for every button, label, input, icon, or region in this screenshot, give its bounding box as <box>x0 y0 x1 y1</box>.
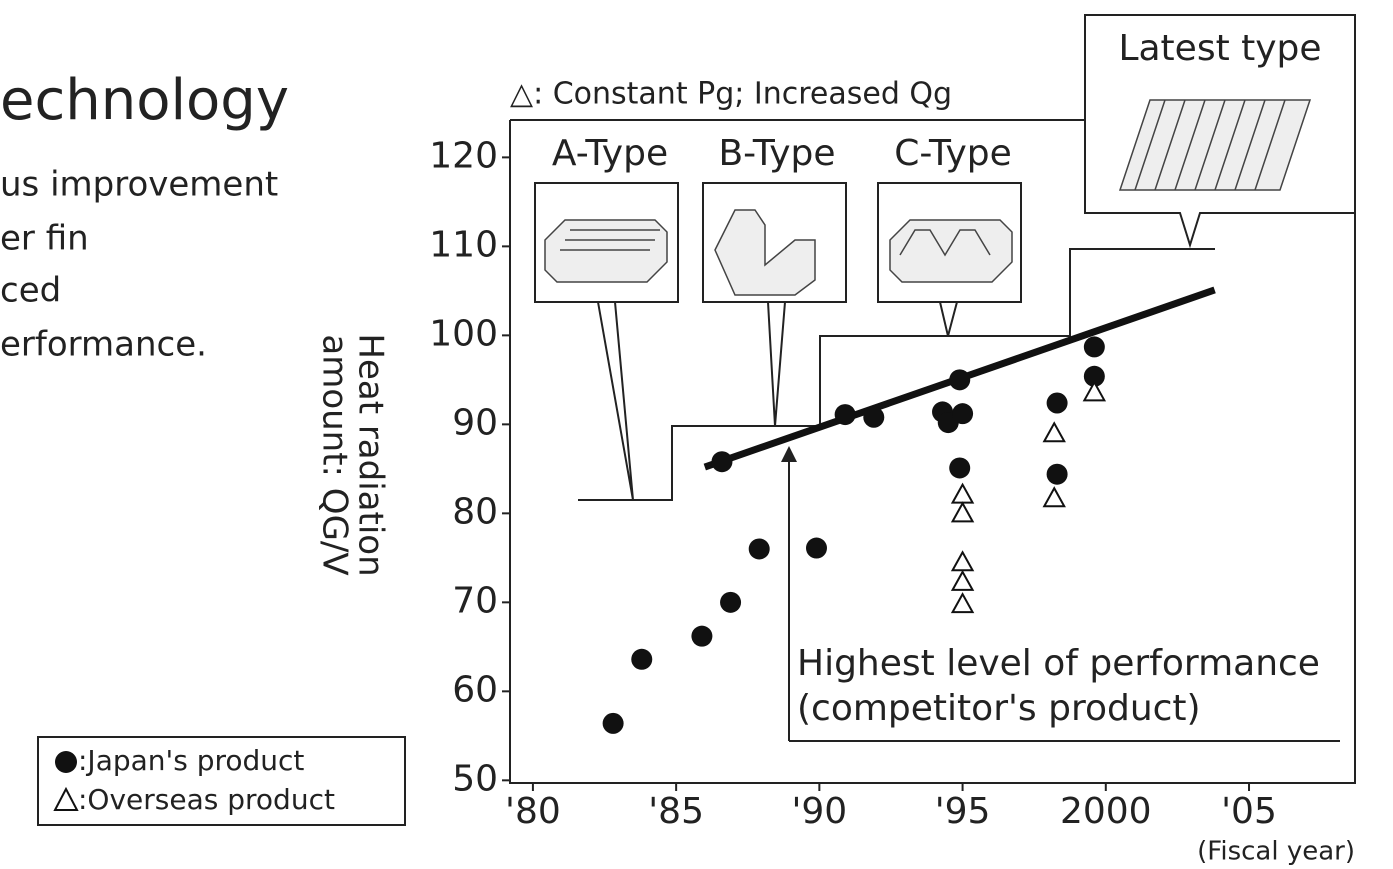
legend-label: :Japan's product <box>78 744 304 777</box>
point-japan <box>748 538 770 560</box>
point-japan <box>863 406 885 428</box>
y-tick-label: 90 <box>452 402 498 443</box>
legend <box>37 736 406 826</box>
fin-image <box>544 209 1013 296</box>
side-title: echnology <box>0 68 289 133</box>
legend-symbol <box>53 786 79 811</box>
point-overseas <box>1042 486 1066 508</box>
callout-pointer <box>597 301 958 501</box>
point-overseas <box>1042 421 1066 443</box>
side-line: us improvement <box>0 165 278 205</box>
fin-image <box>1118 99 1312 191</box>
y-tick-label: 60 <box>452 669 498 710</box>
point-japan <box>631 648 653 670</box>
point-japan <box>834 404 856 426</box>
note: △: Constant Pg; Increased Qg <box>510 77 952 112</box>
x-tick-label: '05 <box>1221 791 1277 832</box>
side-line: ced <box>0 271 61 311</box>
point-overseas <box>950 550 975 572</box>
highest-label: (competitor's product) <box>797 688 1201 729</box>
x-tick-label: 2000 <box>1060 791 1152 832</box>
plot-frame <box>509 119 1356 784</box>
point-japan <box>952 403 974 425</box>
side-line: er fin <box>0 219 89 259</box>
point-overseas <box>950 482 975 504</box>
point-japan <box>805 537 827 559</box>
point-overseas <box>1082 380 1107 402</box>
point-japan <box>691 625 713 647</box>
point-japan <box>720 591 742 613</box>
point-japan <box>602 712 624 734</box>
point-overseas <box>950 592 975 614</box>
point-japan <box>1083 336 1105 358</box>
type-label: A-Type <box>552 133 668 174</box>
point-japan <box>949 457 971 479</box>
point-japan <box>711 451 733 473</box>
y-tick-label: 120 <box>429 135 498 176</box>
x-tick-label: '95 <box>935 791 991 832</box>
y-tick-label: 110 <box>429 224 498 265</box>
x-label: (Fiscal year) <box>1197 837 1355 867</box>
y-tick-label: 80 <box>452 491 498 532</box>
x-tick-label: '80 <box>505 791 561 832</box>
x-tick-label: '90 <box>791 791 847 832</box>
legend-symbol <box>55 751 77 773</box>
side-line: erformance. <box>0 325 207 365</box>
legend-label: :Overseas product <box>78 783 335 816</box>
highest-label: Highest level of performance <box>797 643 1320 684</box>
y-tick-label: 100 <box>429 313 498 354</box>
point-overseas <box>950 569 975 591</box>
latest-label: Latest type <box>1118 28 1321 69</box>
y-label: Heat radiation <box>351 333 391 576</box>
point-japan <box>949 369 971 391</box>
arrow-head <box>781 446 797 462</box>
point-overseas <box>950 501 975 523</box>
x-tick-label: '85 <box>648 791 704 832</box>
point-japan <box>1046 392 1068 414</box>
type-label: C-Type <box>894 133 1012 174</box>
type-label: B-Type <box>718 133 835 174</box>
y-tick-label: 70 <box>452 580 498 621</box>
y-tick-label: 50 <box>452 758 498 799</box>
envelope <box>578 248 1215 501</box>
point-japan <box>1083 365 1105 387</box>
competitor-bracket <box>788 458 1340 742</box>
point-japan <box>1046 463 1068 485</box>
y-label: amount: QG/V <box>315 334 355 575</box>
